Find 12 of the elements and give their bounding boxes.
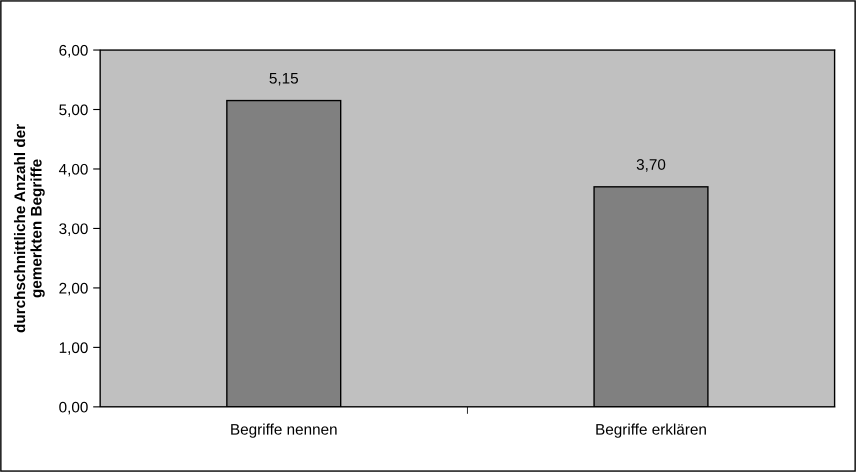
x-tick-label: Begriffe erklären: [596, 424, 706, 438]
y-tick-label: 0,00: [59, 402, 88, 414]
y-tick-label: 6,00: [59, 44, 88, 58]
y-tick-label: 1,00: [60, 342, 88, 355]
data-label: 3,70: [636, 159, 666, 172]
y-tick-label: 3,00: [59, 223, 88, 236]
data-label: 5,15: [270, 73, 298, 86]
y-axis-title: durchschnittliche Anzahl der gemerkten Begriffe: [14, 124, 45, 332]
y-tick-label: 2,00: [59, 282, 88, 296]
y-tick-label: 5,00: [59, 104, 88, 117]
y-tick-label: 4,00: [58, 164, 88, 176]
x-tick-label: Begriffe nennen: [231, 424, 337, 438]
